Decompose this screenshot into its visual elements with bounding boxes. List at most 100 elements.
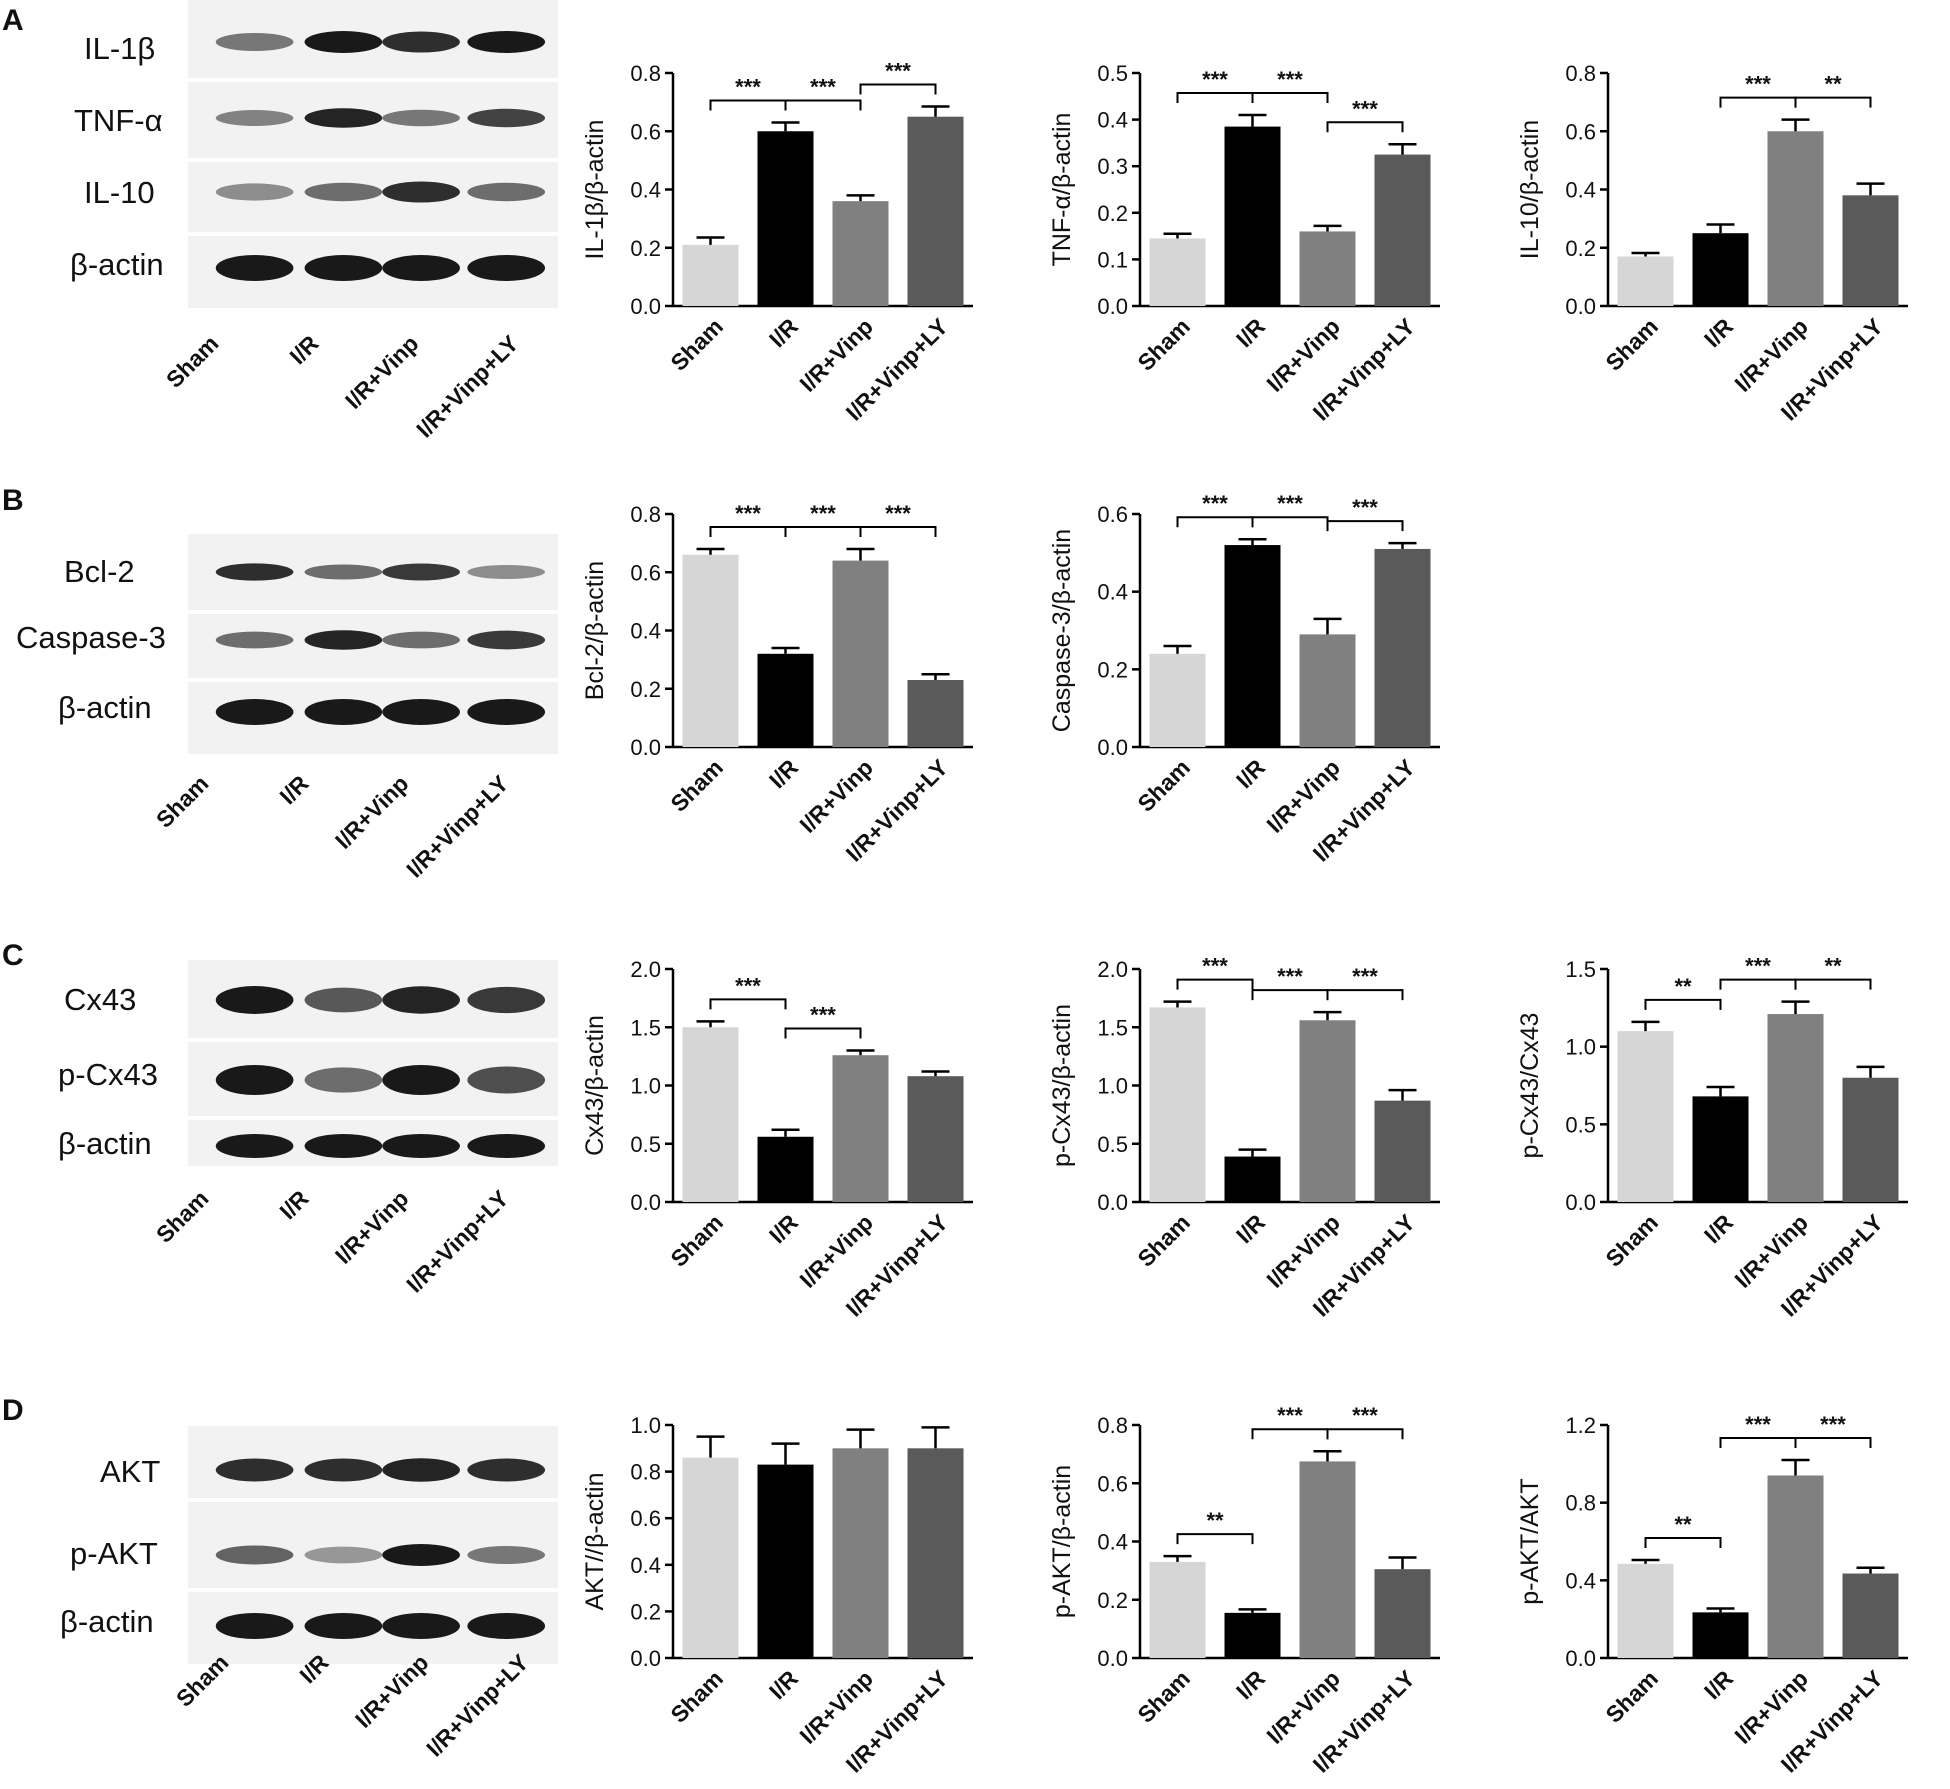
- significance-bracket: [1326, 520, 1404, 532]
- blot-lane-label: I/R: [274, 770, 313, 809]
- x-tick-label: Sham: [665, 1209, 728, 1272]
- blot-band: [382, 986, 460, 1014]
- blot-label-pakt: p-AKT: [70, 1536, 158, 1571]
- blot-band: [215, 1134, 294, 1158]
- blot-band: [215, 183, 294, 201]
- blot-band: [304, 31, 383, 53]
- significance-label: ***: [735, 75, 761, 100]
- bar: [1224, 1156, 1281, 1202]
- y-tick-label: 0.8: [630, 502, 661, 527]
- y-tick-label: 1.0: [630, 1074, 661, 1099]
- y-axis-title: p-Cx43/Cx43: [1516, 1013, 1544, 1159]
- x-tick-label: Sham: [665, 754, 728, 817]
- bar: [907, 1076, 964, 1202]
- blot-band: [382, 1544, 460, 1566]
- bar: [1149, 1007, 1206, 1202]
- y-tick-label: 0.2: [630, 236, 661, 261]
- blot-band: [382, 109, 460, 127]
- blot-label-pcx43: p-Cx43: [58, 1057, 158, 1092]
- significance-bracket: [1176, 978, 1254, 990]
- bar: [1374, 1569, 1431, 1658]
- blot-label-actin-b: β-actin: [58, 690, 152, 725]
- y-tick-label: 0.6: [1097, 1471, 1128, 1496]
- blot-label-il10: IL-10: [84, 175, 155, 210]
- y-tick-label: 0.0: [630, 1190, 661, 1215]
- x-tick-label: Sham: [1132, 1665, 1195, 1728]
- significance-bracket: [1251, 516, 1329, 528]
- blot-lane-label: I/R: [274, 1185, 313, 1224]
- y-tick-label: 0.4: [1565, 1568, 1596, 1593]
- significance-bracket: [784, 525, 862, 537]
- blot-band: [382, 563, 460, 581]
- bar: [1299, 1020, 1356, 1202]
- blot-band: [304, 182, 383, 202]
- blot-band: [467, 1134, 546, 1158]
- blot-lane-label: I/R+Vinp: [340, 330, 424, 414]
- y-tick-label: 0.6: [1097, 502, 1128, 527]
- y-tick-label: 0.5: [1565, 1112, 1596, 1137]
- x-tick-label: I/R: [764, 1665, 803, 1704]
- panel-letter-c: C: [2, 939, 24, 972]
- bar: [1149, 238, 1206, 306]
- y-tick-label: 0.8: [630, 61, 661, 86]
- significance-bracket: [1251, 91, 1329, 103]
- blot-label-bcl2: Bcl-2: [64, 554, 135, 589]
- significance-label: ***: [1745, 1412, 1771, 1437]
- blot-band: [467, 630, 546, 650]
- blot-label-actin-c: β-actin: [58, 1126, 152, 1161]
- blot-band: [467, 31, 546, 53]
- y-tick-label: 0.6: [630, 1506, 661, 1531]
- significance-bracket: [1644, 998, 1722, 1010]
- significance-bracket: [1251, 989, 1329, 1001]
- bar: [1224, 1612, 1281, 1658]
- x-tick-label: Sham: [1132, 313, 1195, 376]
- y-tick-label: 0.8: [1097, 1413, 1128, 1438]
- significance-bracket: [1719, 96, 1797, 108]
- blot-band: [215, 110, 294, 126]
- significance-label: ***: [1352, 96, 1378, 121]
- y-tick-label: 0.0: [1097, 735, 1128, 760]
- y-tick-label: 0.8: [630, 1460, 661, 1485]
- significance-label: ***: [810, 75, 836, 100]
- y-tick-label: 1.0: [1097, 1074, 1128, 1099]
- y-tick-label: 0.0: [1097, 1646, 1128, 1671]
- blot-band: [467, 699, 546, 725]
- y-tick-label: 0.5: [1097, 1132, 1128, 1157]
- bar: [907, 1448, 964, 1658]
- blot-lane-label: I/R+Vinp+LY: [401, 770, 513, 882]
- blot-band: [304, 1613, 383, 1639]
- blot-band: [304, 699, 383, 725]
- y-tick-label: 0.8: [1565, 1491, 1596, 1516]
- bar: [1149, 653, 1206, 747]
- y-axis-title: Bcl-2/β-actin: [581, 561, 609, 700]
- significance-label: **: [1674, 974, 1692, 999]
- significance-label: ***: [885, 501, 911, 526]
- significance-bracket: [709, 99, 787, 111]
- significance-label: ***: [1352, 964, 1378, 989]
- significance-bracket: [784, 99, 862, 111]
- y-axis-title: Cx43/β-actin: [581, 1015, 609, 1156]
- bar: [682, 244, 739, 306]
- blot-band: [215, 1458, 294, 1482]
- y-tick-label: 0.6: [630, 119, 661, 144]
- y-tick-label: 1.5: [1565, 957, 1596, 982]
- blot-lane-label: Sham: [151, 770, 214, 833]
- blot-band: [304, 1134, 383, 1158]
- y-tick-label: 0.2: [1097, 657, 1128, 682]
- blot-label-actin-a: β-actin: [70, 247, 164, 282]
- blot-band: [215, 32, 294, 52]
- significance-label: ***: [1745, 954, 1771, 979]
- bar: [1374, 548, 1431, 747]
- blot-lane-label: I/R+Vinp+LY: [421, 1649, 533, 1761]
- blot-band: [304, 1546, 383, 1564]
- blot-lane-label: I/R+Vinp: [330, 1185, 414, 1269]
- panel-letter-b: B: [2, 484, 24, 517]
- significance-bracket: [1794, 96, 1872, 108]
- bar: [1767, 131, 1824, 306]
